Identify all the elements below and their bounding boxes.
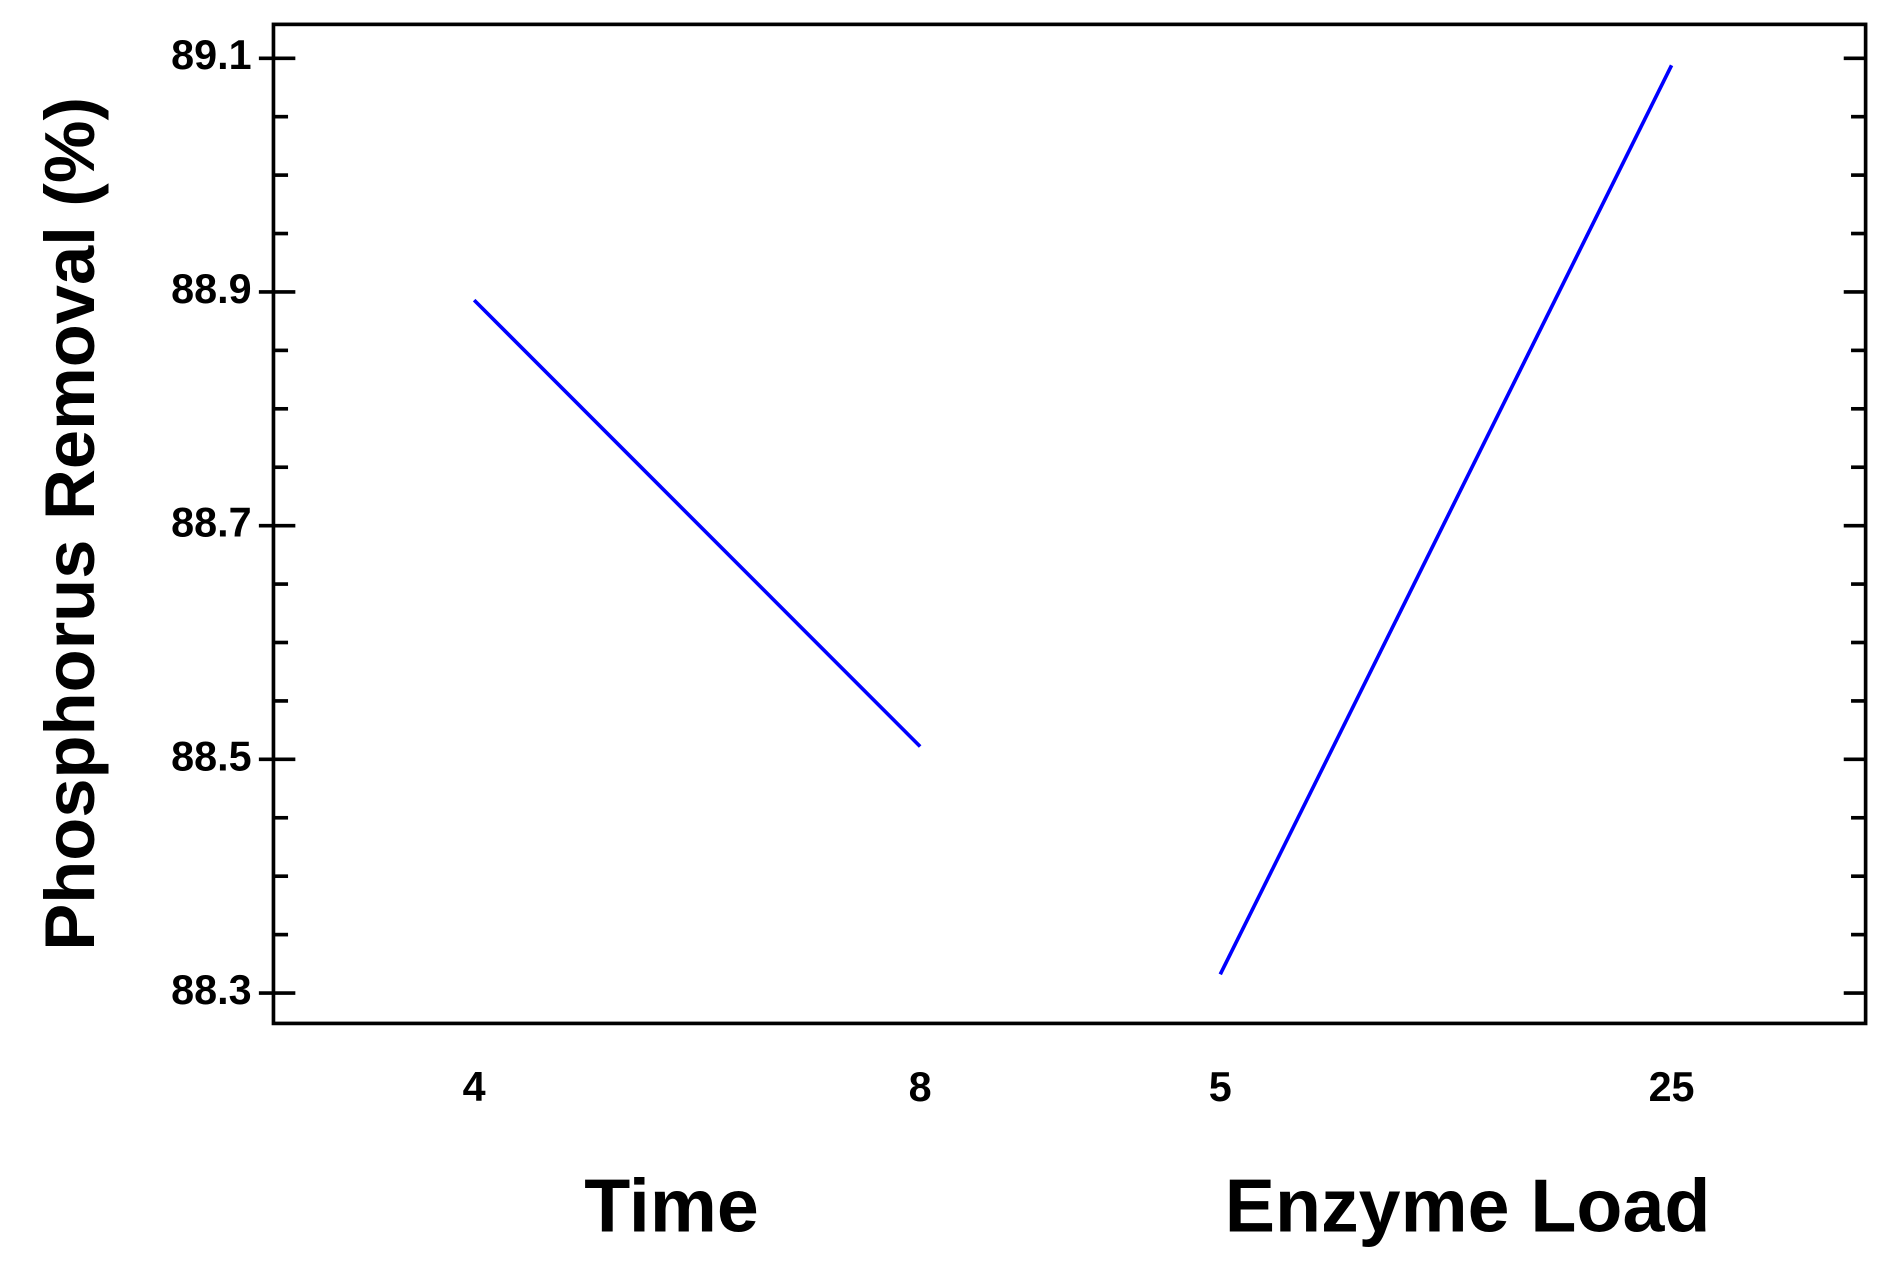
x-tick-label: 5 bbox=[1209, 1064, 1232, 1110]
x-tick-label: 25 bbox=[1649, 1064, 1695, 1110]
y-tick-label: 88.7 bbox=[171, 500, 251, 546]
y-axis-title: Phosphorus Removal (%) bbox=[30, 97, 109, 951]
x-axis-title: Enzyme Load bbox=[1225, 1164, 1711, 1248]
x-tick-label: 4 bbox=[463, 1064, 486, 1110]
effect-line bbox=[1218, 64, 1674, 976]
y-tick-label: 88.9 bbox=[171, 266, 251, 312]
y-tick-label: 88.3 bbox=[171, 967, 251, 1013]
x-axis-title: Time bbox=[584, 1164, 759, 1248]
plot-frame bbox=[271, 22, 1868, 1026]
effect-line bbox=[472, 298, 922, 748]
y-tick-label: 88.5 bbox=[171, 733, 251, 779]
x-tick-label: 8 bbox=[909, 1064, 932, 1110]
y-tick-label: 89.1 bbox=[171, 32, 251, 78]
